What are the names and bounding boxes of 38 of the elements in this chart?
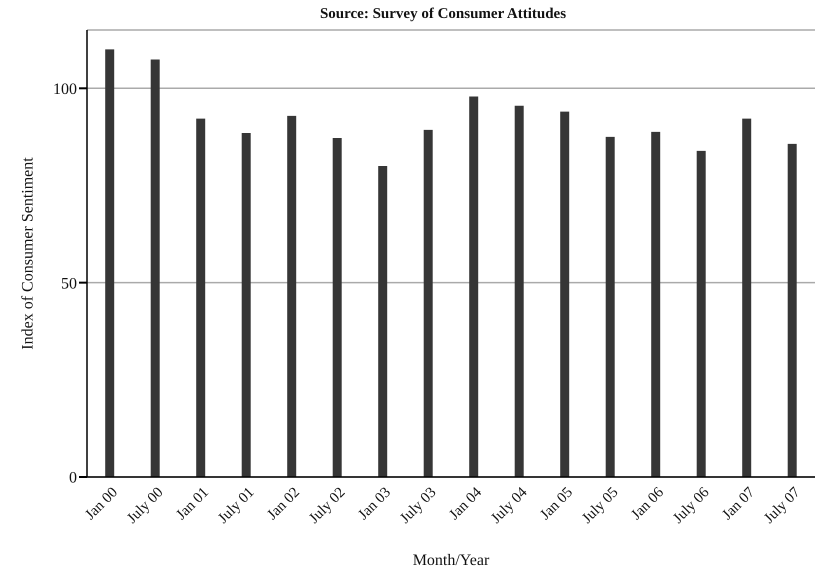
x-axis-title: Month/Year: [412, 552, 490, 569]
x-tick-label: July 07: [761, 484, 804, 527]
y-axis-title: Index of Consumer Sentiment: [20, 156, 37, 350]
x-tick-label: Jan 07: [719, 484, 758, 524]
y-tick-label: 100: [53, 80, 77, 98]
bar: [196, 118, 206, 477]
x-tick-label: July 06: [670, 484, 713, 527]
bar: [651, 132, 660, 477]
bar: [696, 150, 706, 477]
chart-title: Source: Survey of Consumer Attitudes: [318, 6, 568, 23]
bar: [242, 133, 251, 477]
x-tick-label: Jan 02: [264, 484, 304, 524]
y-tick-label: 50: [61, 275, 77, 292]
bar: [105, 49, 114, 477]
y-tick-label: 0: [69, 470, 77, 487]
x-tick-label: July 00: [124, 484, 167, 527]
x-tick-label: Jan 05: [537, 484, 576, 524]
bar: [287, 116, 296, 477]
x-tick-label: July 04: [488, 484, 531, 527]
x-tick-label: Jan 00: [82, 484, 122, 524]
x-tick-label: Jan 04: [446, 484, 486, 524]
x-tick-label: July 05: [579, 484, 622, 527]
bar: [788, 144, 797, 477]
bar: [150, 60, 160, 477]
bar: [606, 136, 615, 477]
x-tick-label: Jan 01: [173, 484, 212, 524]
bar: [424, 130, 433, 477]
x-tick-label: Jan 03: [355, 484, 394, 524]
x-tick-label: July 01: [215, 484, 258, 527]
x-tick-label: Jan 06: [628, 484, 668, 524]
bar: [560, 112, 570, 477]
bar: [514, 106, 524, 477]
bar: [332, 138, 342, 477]
bar: [469, 96, 478, 477]
x-tick-label: July 03: [397, 484, 440, 527]
bar: [742, 118, 752, 477]
x-tick-label: July 02: [306, 484, 349, 527]
bar: [378, 166, 388, 477]
